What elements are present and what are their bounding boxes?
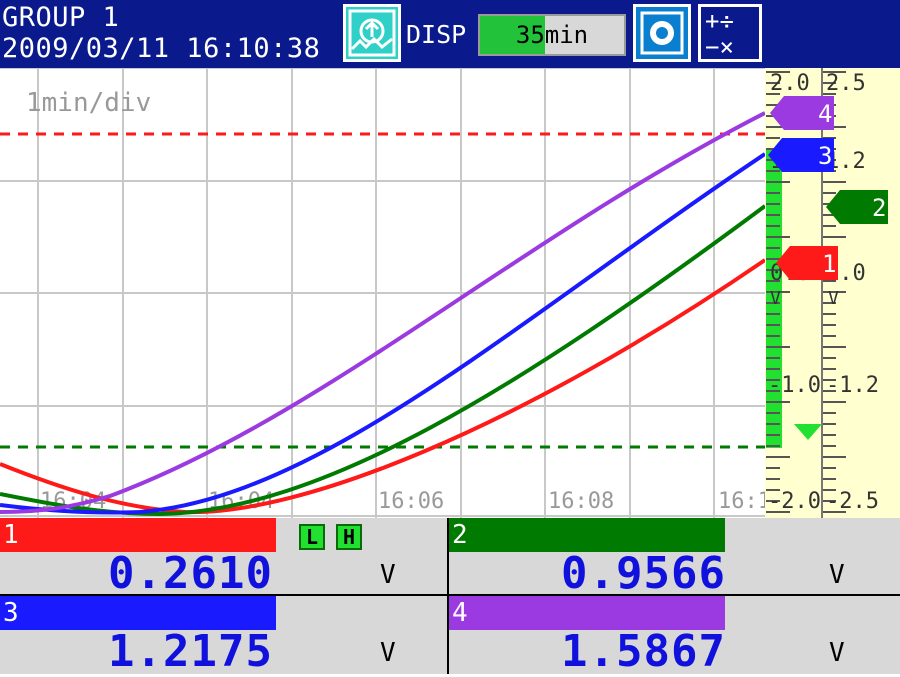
channel-pointer-3	[768, 138, 834, 172]
calculation-button[interactable]: +÷ −×	[698, 4, 762, 62]
channel-bar	[766, 148, 782, 448]
trend-curve-1	[0, 258, 767, 515]
calculation-icon: +÷ −×	[701, 7, 759, 61]
trend-screen-icon	[348, 9, 396, 57]
trend-curve-2	[0, 204, 767, 517]
channel-value-3: 1.2175	[108, 626, 273, 677]
channel-tag-1: 1	[0, 518, 276, 552]
scale-a-unit: V	[770, 288, 781, 309]
alarm-indicator-high: H	[336, 524, 362, 550]
channel-tag-2: 2	[449, 518, 725, 552]
svg-text:+÷: +÷	[705, 7, 734, 35]
alarm-marker-icon	[794, 424, 822, 440]
time-div-label: 1min/div	[26, 88, 151, 118]
status-header: GROUP 1 2009/03/11 16:10:38 DISP 35min +…	[0, 0, 900, 68]
channel-tag-3: 3	[0, 596, 276, 630]
trend-screen-button[interactable]	[343, 4, 401, 62]
trend-rate-indicator[interactable]: 35min	[478, 14, 626, 56]
channel-cell-2[interactable]: 2 0.9566 V	[449, 518, 900, 599]
group-title: GROUP 1	[2, 2, 120, 33]
datetime-display: 2009/03/11 16:10:38	[2, 33, 321, 64]
scale-a-label: -1.0	[768, 373, 821, 398]
trend-rate-fill	[480, 16, 545, 54]
channel-unit-2: V	[829, 560, 845, 590]
channel-unit-1: V	[380, 560, 396, 590]
channel-pointer-2	[826, 190, 888, 224]
scale-b-label: 2.5	[826, 71, 866, 96]
channel-cell-4[interactable]: 4 1.5867 V	[449, 596, 900, 677]
channel-pointer-label-1: 1	[822, 250, 836, 278]
snapshot-button[interactable]	[633, 4, 691, 62]
channel-pointer-4	[770, 96, 834, 130]
channel-pointer-label-2: 2	[872, 194, 886, 222]
snapshot-icon	[636, 7, 688, 59]
scale-b-labels: 2.51.20.0-1.2-2.5V	[826, 71, 879, 514]
channel-value-4: 1.5867	[561, 626, 726, 677]
digital-value-panel: 1 L H 0.2610 V 2 0.9566 V 3 1.2175 V 4 1…	[0, 518, 900, 677]
scale-b-label: -1.2	[826, 373, 879, 398]
scale-b-label: -2.5	[826, 489, 879, 514]
channel-cell-3[interactable]: 3 1.2175 V	[0, 596, 449, 677]
time-label: 16:06	[378, 489, 444, 514]
scale-a-label: -2.0	[768, 489, 821, 514]
trend-curves	[0, 111, 767, 517]
channel-unit-4: V	[829, 638, 845, 668]
svg-text:−×: −×	[705, 33, 734, 59]
channel-tag-4: 4	[449, 596, 725, 630]
time-label: 16:1	[718, 489, 771, 514]
channel-pointer-1	[776, 246, 838, 280]
scale-b-unit: V	[828, 288, 839, 309]
channel-cell-1[interactable]: 1 L H 0.2610 V	[0, 518, 449, 599]
trend-curve-4	[0, 111, 766, 514]
channel-value-2: 0.9566	[561, 548, 726, 599]
channel-value-1: 0.2610	[108, 548, 273, 599]
channel-pointers: 1 2 3 4	[768, 96, 888, 280]
scale-a-label: 2.0	[770, 71, 810, 96]
alarm-indicator-low: L	[299, 524, 325, 550]
trend-rate-label: 35min	[515, 21, 589, 49]
channel-pointer-label-4: 4	[818, 100, 832, 128]
time-label: 16:08	[548, 489, 614, 514]
disp-label: DISP	[406, 20, 467, 49]
channel-pointer-label-3: 3	[818, 142, 832, 170]
trend-curve-3	[0, 152, 767, 515]
channel-unit-3: V	[380, 638, 396, 668]
